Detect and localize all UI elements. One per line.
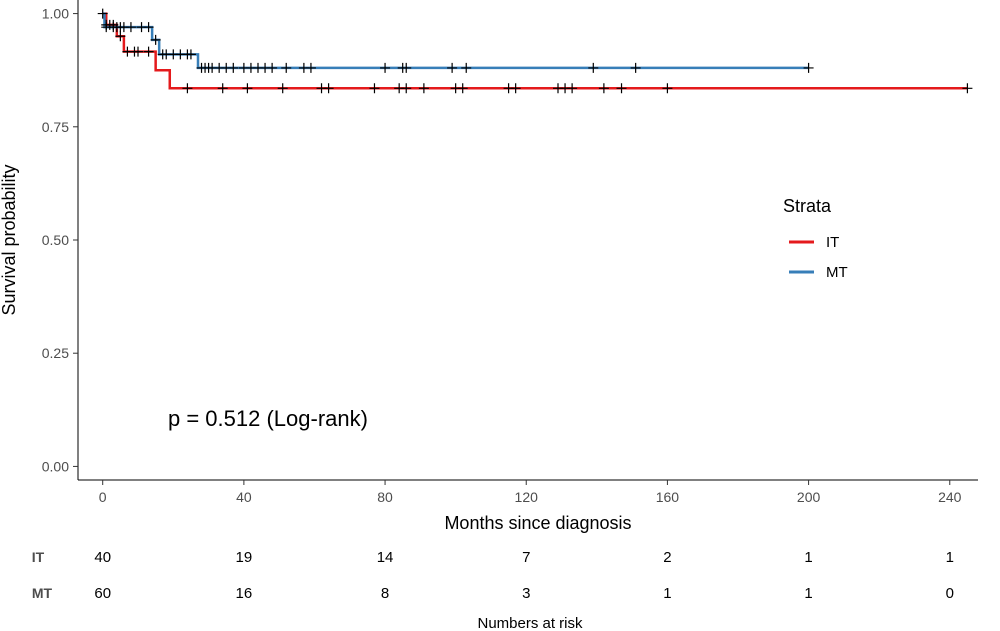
y-axis-title: Survival probability	[0, 164, 19, 315]
censor-mark	[150, 34, 161, 45]
censor-mark	[217, 83, 228, 94]
censor-mark	[133, 46, 143, 57]
censor-mark	[630, 62, 641, 73]
x-tick-label: 80	[377, 489, 393, 505]
risk-value: 8	[381, 585, 389, 602]
log-rank-annotation: p = 0.512 (Log-rank)	[168, 406, 368, 431]
risk-table: IT MT 40 19 14 7 2 1 1 60 16 8 3 1 1 0 Numbers at ris…	[32, 549, 954, 631]
censor-mark	[461, 62, 472, 73]
censor-mark	[125, 22, 136, 33]
y-tick-label: 1.00	[42, 6, 69, 22]
risk-value: 1	[804, 585, 812, 602]
risk-value: 60	[94, 585, 111, 602]
risk-value: 3	[522, 585, 530, 602]
x-tick-label: 200	[797, 489, 821, 505]
legend-label-it: IT	[826, 234, 839, 251]
censor-mark	[598, 83, 609, 94]
censor-mark	[418, 83, 429, 94]
x-tick-label: 120	[515, 489, 539, 505]
y-tick-label: 0.00	[42, 458, 69, 474]
censor-mark	[242, 83, 253, 94]
censor-mark	[143, 46, 154, 57]
risk-value: 1	[663, 585, 671, 602]
censor-mark	[457, 83, 468, 94]
risk-table-title: Numbers at risk	[477, 615, 583, 631]
y-ticks: 0.00 0.25 0.50 0.75 1.00	[42, 6, 78, 474]
risk-cells: 40 19 14 7 2 1 1 60 16 8 3 1 1 0	[94, 549, 954, 602]
censor-mark	[115, 31, 126, 42]
censor-mark	[267, 62, 278, 73]
censor-mark	[803, 62, 814, 73]
risk-group-it: IT	[32, 549, 45, 565]
censor-mark	[662, 83, 673, 94]
censor-mark	[369, 83, 380, 94]
survival-curve-it	[102, 12, 968, 90]
x-tick-label: 240	[938, 489, 962, 505]
censor-mark	[281, 62, 292, 73]
censor-mark	[401, 83, 412, 94]
censor-mark	[567, 83, 578, 94]
censor-mark	[447, 62, 458, 73]
censor-mark	[277, 83, 288, 94]
censor-mark	[962, 83, 973, 94]
censor-mark	[97, 8, 108, 19]
risk-value: 1	[946, 549, 954, 566]
censor-mark	[401, 62, 412, 73]
x-axis-title: Months since diagnosis	[444, 513, 631, 533]
censor-mark	[510, 83, 521, 94]
censor-mark	[182, 83, 193, 94]
risk-value: 19	[236, 549, 253, 566]
y-tick-label: 0.50	[42, 232, 69, 248]
risk-value: 1	[804, 549, 812, 566]
x-tick-label: 0	[99, 489, 107, 505]
censor-mark	[228, 62, 239, 73]
risk-value: 0	[946, 585, 954, 602]
censor-mark	[143, 22, 154, 33]
risk-value: 16	[236, 585, 253, 602]
risk-value: 7	[522, 549, 530, 566]
legend-label-mt: MT	[826, 264, 848, 281]
risk-group-mt: MT	[32, 585, 53, 601]
legend-title: Strata	[783, 196, 832, 216]
survival-curve-mt	[102, 12, 809, 70]
x-tick-label: 160	[656, 489, 680, 505]
censor-marks	[97, 8, 973, 94]
risk-value: 2	[663, 549, 671, 566]
censor-mark	[185, 49, 196, 60]
censor-mark	[323, 83, 334, 94]
censor-mark	[305, 62, 316, 73]
censor-mark	[616, 83, 627, 94]
y-tick-label: 0.75	[42, 119, 69, 135]
x-ticks: 0 40 80 120 160 200 240	[99, 480, 962, 505]
survival-curves	[102, 12, 968, 90]
risk-value: 40	[94, 549, 111, 566]
y-tick-label: 0.25	[42, 345, 69, 361]
risk-value: 14	[377, 549, 394, 566]
legend: Strata IT MT	[783, 196, 848, 281]
x-tick-label: 40	[236, 489, 252, 505]
censor-mark	[588, 62, 599, 73]
censor-mark	[380, 62, 391, 73]
